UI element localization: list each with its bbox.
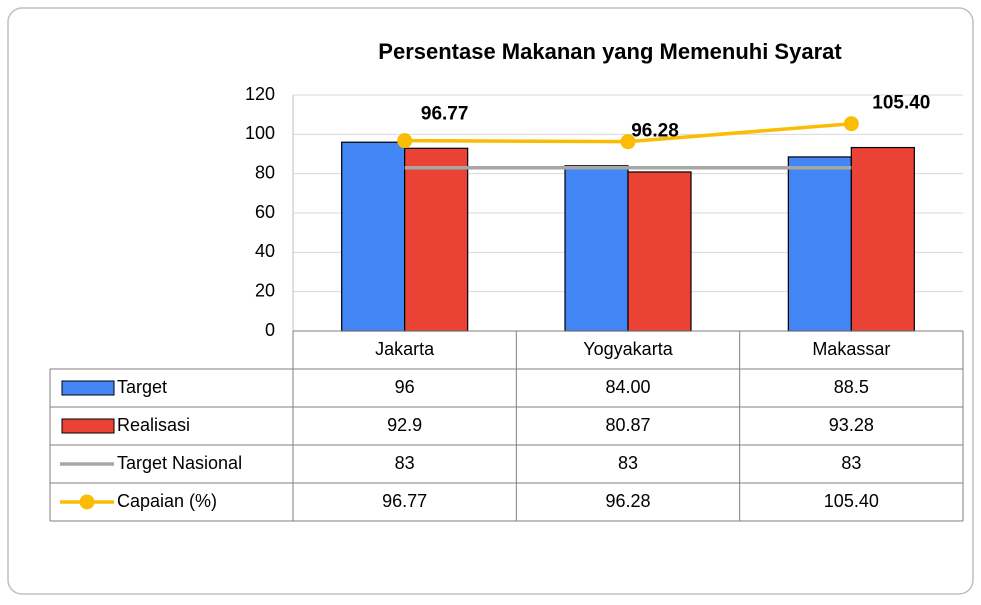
table-cell: 93.28	[829, 415, 874, 435]
table-cell: 92.9	[387, 415, 422, 435]
legend-key	[61, 418, 115, 434]
legend-key	[79, 494, 95, 510]
legend-label: Target	[117, 377, 167, 397]
marker	[397, 133, 413, 149]
bar	[627, 171, 692, 332]
data-label: 96.77	[421, 104, 469, 125]
x-tick-label: Jakarta	[375, 339, 435, 359]
legend-label: Realisasi	[117, 415, 190, 435]
bar	[404, 147, 469, 332]
table-cell: 84.00	[605, 377, 650, 397]
y-tick-label: 100	[245, 123, 275, 143]
bar	[787, 156, 852, 332]
legend-label: Target Nasional	[117, 453, 242, 473]
table-cell: 88.5	[834, 377, 869, 397]
data-label: 105.40	[872, 93, 930, 114]
card	[7, 7, 974, 595]
table-cell: 83	[618, 453, 638, 473]
table-cell: 105.40	[824, 491, 879, 511]
bar	[341, 141, 406, 332]
y-tick-label: 60	[255, 202, 275, 222]
x-tick-label: Yogyakarta	[583, 339, 673, 359]
table-cell: 80.87	[605, 415, 650, 435]
legend-label: Capaian (%)	[117, 491, 217, 511]
marker	[620, 134, 636, 150]
table-cell: 96	[395, 377, 415, 397]
x-tick-label: Makassar	[812, 339, 890, 359]
y-tick-label: 0	[265, 320, 275, 340]
legend-key	[61, 380, 115, 396]
data-label: 96.28	[631, 121, 679, 142]
bar	[564, 165, 629, 332]
y-tick-label: 40	[255, 241, 275, 261]
table-cell: 83	[841, 453, 861, 473]
table-cell: 96.28	[605, 491, 650, 511]
y-tick-label: 80	[255, 162, 275, 182]
marker	[843, 116, 859, 132]
bar	[850, 146, 915, 332]
y-tick-label: 120	[245, 84, 275, 104]
chart-title: Persentase Makanan yang Memenuhi Syarat	[378, 39, 842, 64]
table-cell: 96.77	[382, 491, 427, 511]
y-tick-label: 20	[255, 280, 275, 300]
table-cell: 83	[395, 453, 415, 473]
